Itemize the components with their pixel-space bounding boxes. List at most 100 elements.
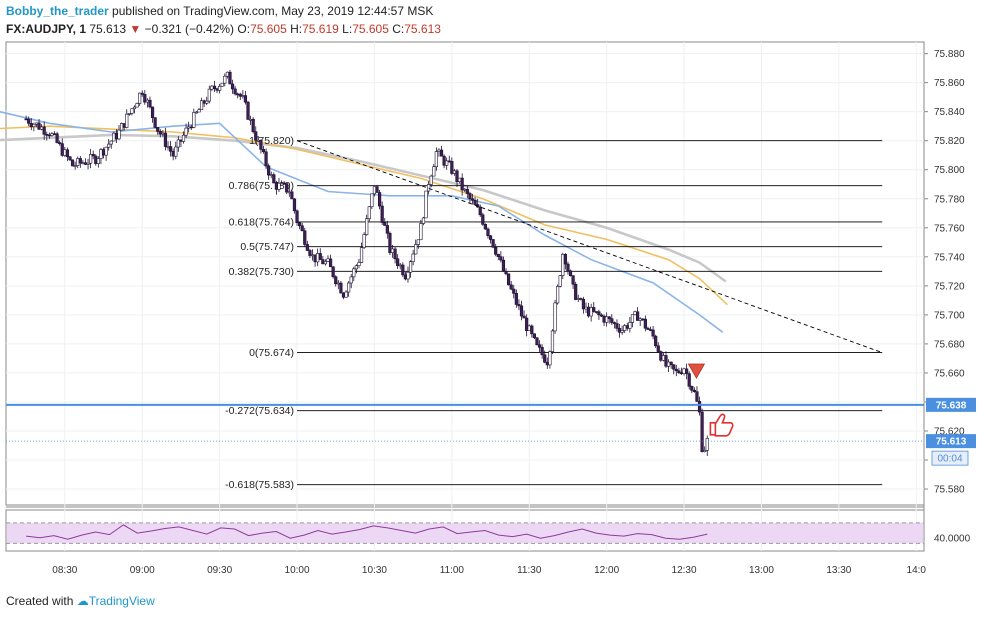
candle-body bbox=[171, 151, 175, 157]
candle-body bbox=[496, 253, 500, 257]
candle-body bbox=[256, 139, 260, 142]
time-tick-label: 09:30 bbox=[207, 565, 232, 576]
candle-body bbox=[468, 193, 472, 200]
candle-body bbox=[321, 259, 325, 265]
candle-body bbox=[119, 123, 124, 131]
candle-body bbox=[316, 253, 320, 263]
candle-body bbox=[336, 282, 340, 285]
price-tick-label: 75.880 bbox=[934, 49, 965, 60]
candle-body bbox=[357, 262, 361, 266]
candle-body bbox=[290, 191, 294, 200]
candle-body bbox=[700, 411, 704, 452]
candle-body bbox=[641, 318, 645, 321]
candle-body bbox=[383, 222, 387, 226]
open-value: 75.605 bbox=[250, 22, 287, 36]
down-triangle-icon: ▼ bbox=[129, 22, 142, 36]
candle-body bbox=[192, 112, 196, 128]
candle-body bbox=[132, 106, 137, 110]
candle-body bbox=[40, 126, 44, 130]
candle-body bbox=[365, 218, 369, 235]
fib-level-label: 0.5(75.747) bbox=[240, 241, 294, 253]
candle-body bbox=[267, 165, 271, 176]
candle-body bbox=[45, 134, 49, 136]
price-axis[interactable]: 75.880 75.860 75.840 75.820 75.800 75.780 75.7… bbox=[924, 49, 976, 545]
candle-body bbox=[535, 337, 539, 346]
candle-body bbox=[530, 325, 534, 335]
down-arrow-icon[interactable] bbox=[687, 363, 706, 379]
candle-body bbox=[568, 270, 573, 276]
candle-body bbox=[434, 151, 438, 168]
candle-body bbox=[310, 254, 315, 257]
price-tick-label: 75.860 bbox=[934, 78, 965, 89]
candle-body bbox=[285, 183, 289, 193]
candle-body bbox=[29, 123, 33, 128]
support-price-badge bbox=[926, 397, 976, 412]
time-tick-label: 12:00 bbox=[594, 565, 619, 576]
candle-body bbox=[145, 99, 149, 103]
candle-body bbox=[225, 71, 229, 77]
candle-body bbox=[161, 132, 165, 135]
price-tick-label: 75.680 bbox=[934, 339, 965, 350]
candle-body bbox=[695, 391, 699, 402]
candle-body bbox=[122, 123, 126, 128]
close-value: 75.613 bbox=[404, 22, 441, 36]
last-price-label: 75.613 bbox=[936, 437, 967, 448]
candle-body bbox=[78, 158, 82, 164]
candle-body bbox=[380, 205, 384, 223]
candle-body bbox=[651, 329, 655, 337]
candle-body bbox=[143, 94, 147, 103]
candle-body bbox=[32, 124, 36, 128]
candle-body bbox=[388, 232, 392, 254]
candle-body bbox=[259, 139, 263, 150]
price-tick-label: 75.820 bbox=[934, 136, 965, 147]
candle-body bbox=[602, 315, 606, 323]
fib-level-label: 0.382(75.730) bbox=[229, 266, 294, 278]
last-price-badge bbox=[926, 434, 976, 449]
candle-body bbox=[68, 156, 72, 161]
fib-level-label: -0.272(75.634) bbox=[225, 405, 294, 417]
time-tick-label: 09:00 bbox=[130, 565, 155, 576]
candle-body bbox=[473, 199, 477, 205]
candle-body bbox=[661, 355, 666, 361]
trend-line[interactable] bbox=[296, 140, 883, 354]
time-tick-label: 11:00 bbox=[440, 565, 465, 576]
ma-slow-line bbox=[0, 133, 727, 283]
candle-body bbox=[349, 276, 353, 284]
candle-body bbox=[527, 325, 531, 331]
candle-body bbox=[282, 182, 286, 185]
candle-body bbox=[153, 117, 157, 128]
candle-body bbox=[112, 132, 116, 142]
candle-body bbox=[246, 101, 250, 120]
candle-body bbox=[432, 166, 436, 177]
candle-body bbox=[630, 314, 635, 323]
candle-body bbox=[421, 217, 426, 224]
candle-body bbox=[401, 264, 405, 276]
candle-body bbox=[648, 329, 653, 331]
candle-body bbox=[692, 390, 696, 392]
time-axis[interactable]: 08:30 09:00 09:30 10:00 10:30 11:00 11:30 12:00… bbox=[52, 565, 926, 576]
candle-body bbox=[525, 317, 529, 331]
tradingview-link[interactable]: TradingView bbox=[88, 594, 155, 608]
candle-body bbox=[457, 177, 462, 183]
candle-body bbox=[460, 177, 464, 191]
candle-body bbox=[390, 248, 395, 254]
author-name[interactable]: Bobby_the_trader bbox=[6, 4, 109, 18]
price-tick-label: 75.720 bbox=[934, 281, 965, 292]
candle-body bbox=[367, 206, 371, 220]
candle-body bbox=[73, 165, 77, 167]
candle-body bbox=[264, 151, 268, 167]
candle-body bbox=[411, 253, 415, 262]
time-tick-label: 13:00 bbox=[749, 565, 774, 576]
candle-body bbox=[545, 361, 549, 366]
candle-body bbox=[218, 85, 222, 91]
tradingview-logo-icon: ☁ bbox=[76, 594, 89, 608]
candle-body bbox=[377, 192, 382, 207]
candle-body bbox=[107, 143, 111, 148]
candle-body bbox=[643, 318, 647, 329]
candle-body bbox=[243, 95, 248, 103]
candle-body bbox=[607, 316, 611, 319]
candle-body bbox=[274, 182, 278, 190]
moving-averages bbox=[0, 110, 728, 333]
thumbs-up-icon[interactable] bbox=[709, 413, 734, 437]
